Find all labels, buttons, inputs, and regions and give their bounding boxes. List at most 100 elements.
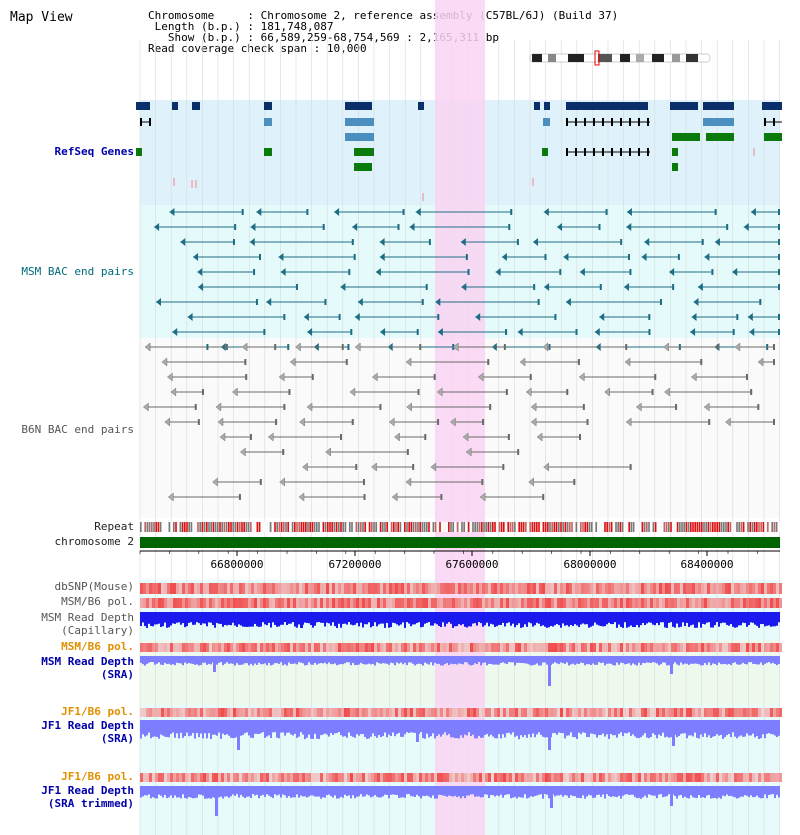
depth-bar [482, 720, 484, 738]
depth-bar [726, 612, 728, 625]
depth-bar [410, 656, 412, 663]
chromosome-ideogram[interactable] [529, 50, 711, 66]
polymorphism-cell [680, 773, 683, 782]
depth-bar [596, 656, 598, 665]
depth-bar [182, 720, 184, 738]
polymorphism-cell [509, 773, 512, 782]
depth-bar [318, 612, 320, 623]
repeat-mark [256, 522, 259, 532]
depth-bar [506, 786, 508, 795]
depth-bar [160, 720, 162, 735]
depth-bar [400, 656, 402, 663]
polymorphism-cell [557, 643, 560, 652]
depth-bar [722, 612, 724, 623]
depth-bar [352, 720, 354, 737]
polymorphism-cell [437, 708, 440, 717]
depth-bar [436, 786, 438, 799]
depth-bar [450, 720, 452, 738]
polymorphism-cell [317, 708, 320, 717]
polymorphism-cell [602, 708, 605, 717]
polymorphism-cell [671, 583, 674, 594]
bac-end-marker [648, 314, 651, 320]
bac-end-marker [629, 269, 632, 275]
polymorphism-cell [722, 643, 725, 652]
repeat-mark [731, 522, 734, 532]
depth-spike [670, 786, 673, 806]
bac-end-marker [487, 359, 490, 365]
depth-bar [224, 786, 226, 797]
polymorphism-cell [545, 773, 548, 782]
repeat-mark [294, 522, 296, 532]
polymorphism-cell [266, 773, 269, 782]
depth-bar [404, 720, 406, 735]
polymorphism-cell [242, 708, 245, 717]
depth-bar [360, 786, 362, 795]
gene-feature [264, 102, 272, 110]
repeat-mark [683, 522, 685, 532]
bac-end-marker [357, 298, 363, 306]
polymorphism-cell [635, 773, 638, 782]
repeat-mark [775, 522, 778, 532]
polymorphism-cell [698, 643, 701, 652]
depth-bar [628, 656, 630, 664]
repeat-mark [186, 522, 188, 532]
polymorphism-cell [284, 773, 287, 782]
bac-end-marker [406, 402, 412, 412]
polymorphism-cell [413, 708, 416, 717]
depth-bar [574, 786, 576, 797]
depth-bar [434, 656, 436, 663]
track-label-b6n-bac[interactable]: B6N BAC end pairs [21, 423, 134, 436]
depth-bar [750, 612, 752, 623]
polymorphism-cell [764, 583, 767, 594]
depth-bar [498, 612, 500, 625]
depth-bar [636, 656, 638, 666]
depth-bar [704, 786, 706, 798]
depth-bar [240, 786, 242, 795]
polymorphism-cell [326, 598, 329, 608]
depth-bar [528, 612, 530, 623]
polymorphism-cell [143, 598, 146, 608]
depth-bar [630, 720, 632, 736]
depth-bar [456, 786, 458, 798]
polymorphism-cell [380, 643, 383, 652]
track-label-chromosome: chromosome 2 [54, 535, 134, 548]
polymorphism-cell [320, 643, 323, 652]
polymorphism-cell [542, 708, 545, 717]
repeat-mark [230, 522, 232, 532]
repeat-mark [608, 522, 611, 532]
polymorphism-cell [491, 598, 494, 608]
polymorphism-cell [515, 643, 518, 652]
polymorphism-cell [656, 598, 659, 608]
depth-bar [536, 786, 538, 796]
polymorphism-cell [272, 773, 275, 782]
polymorphism-cell [143, 643, 146, 652]
polymorphism-cell [416, 708, 419, 717]
depth-bar [230, 786, 232, 797]
depth-bar [480, 720, 482, 738]
repeat-mark [586, 522, 589, 532]
depth-bar [552, 656, 554, 664]
polymorphism-cell [338, 598, 341, 608]
polymorphism-cell [281, 583, 284, 594]
repeat-mark [285, 522, 287, 532]
polymorphism-cell [173, 583, 176, 594]
track-label-refseq[interactable]: RefSeq Genes [54, 145, 134, 158]
polymorphism-cell [389, 708, 392, 717]
gene-exon [647, 118, 649, 126]
depth-bar [664, 612, 666, 628]
depth-bar [764, 612, 766, 627]
polymorphism-cell [593, 598, 596, 608]
depth-bar [426, 612, 428, 623]
depth-bar [612, 612, 614, 625]
polymorphism-cell [461, 643, 464, 652]
depth-bar [568, 656, 570, 666]
track-label-msm-bac[interactable]: MSM BAC end pairs [21, 265, 134, 278]
polymorphism-cell [704, 598, 707, 608]
polymorphism-cell [674, 773, 677, 782]
depth-bar [620, 656, 622, 663]
polymorphism-cell [578, 643, 581, 652]
polymorphism-cell [254, 583, 257, 594]
polymorphism-cell [311, 773, 314, 782]
depth-bar [226, 656, 228, 663]
